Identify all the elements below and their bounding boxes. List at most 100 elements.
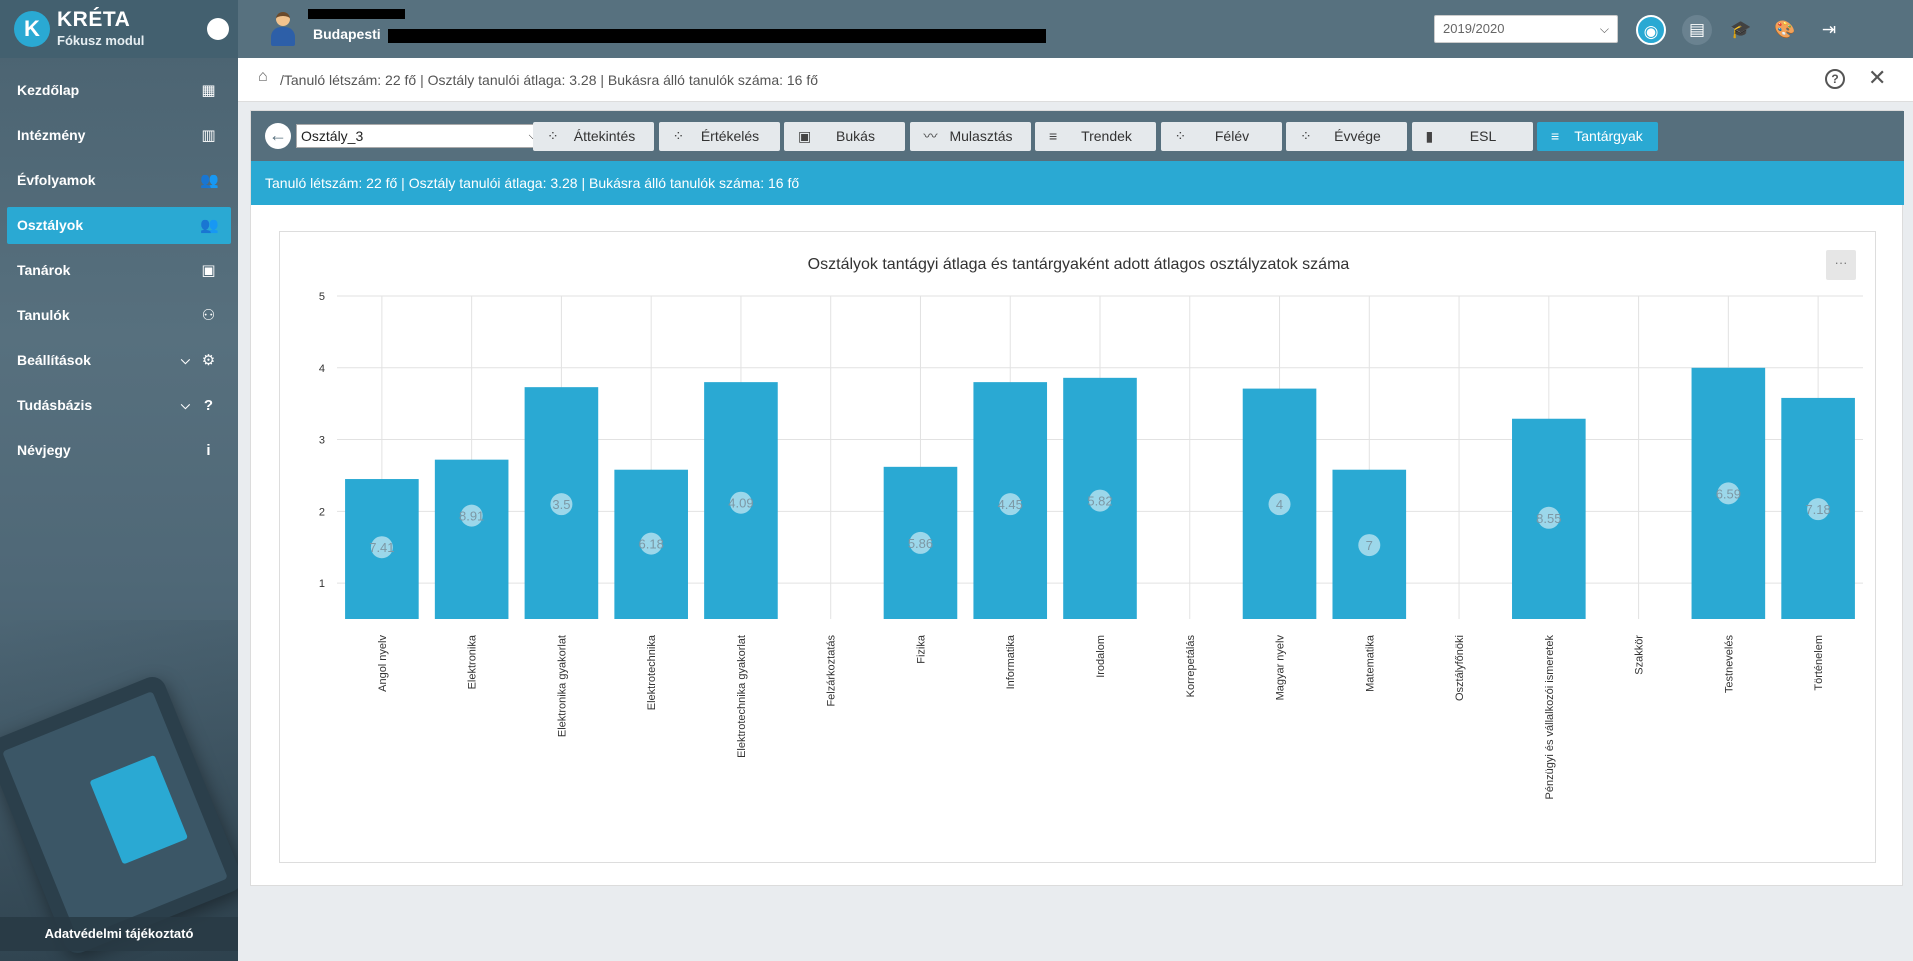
school-year-select[interactable]: 2019/2020 ⌵: [1434, 15, 1618, 43]
x-category-label: Elektronika: [467, 634, 479, 689]
sidebar-item-label: Tanárok: [17, 262, 71, 278]
sidebar-item-label: Osztályok: [17, 217, 84, 233]
tab-attekintes[interactable]: ⁘ Áttekintés: [533, 122, 654, 151]
y-tick-label: 5: [319, 291, 325, 303]
close-icon[interactable]: ✕: [1868, 65, 1887, 90]
sidebar-item-evfolyamok[interactable]: Évfolyamok 👥: [7, 162, 231, 199]
help-icon[interactable]: ?: [1825, 69, 1845, 89]
sidebar-item-label: Tanulók: [17, 307, 70, 323]
palette-icon[interactable]: 🎨: [1774, 20, 1796, 39]
sidebar-toggle-button[interactable]: [207, 18, 229, 40]
class-select[interactable]: Osztály_3 ⌵: [296, 124, 544, 148]
chart-title: Osztályok tantágyi átlaga és tantárgyaké…: [807, 256, 1350, 273]
tab-mulasztas[interactable]: 〰 Mulasztás: [909, 122, 1031, 151]
x-category-label: Informatika: [1005, 634, 1017, 689]
person-card-icon: ▣: [798, 128, 812, 144]
logout-icon[interactable]: ⇥: [1821, 20, 1837, 39]
bubbles-icon: ⁘: [1174, 128, 1187, 144]
bubble-point: [1807, 498, 1830, 521]
trend-icon: 〰: [923, 128, 938, 144]
tab-evvege[interactable]: ⁘ Évvége: [1286, 122, 1407, 151]
tab-trendek[interactable]: ≡ Trendek: [1035, 122, 1156, 151]
chart-menu-button[interactable]: ···: [1826, 250, 1856, 280]
gear-icon: ⚙: [201, 352, 216, 369]
sidebar-item-label: Beállítások: [17, 352, 91, 368]
x-category-label: Történelem: [1813, 635, 1825, 691]
list-icon: ≡: [1049, 128, 1058, 144]
bubble-label: 4.45: [998, 497, 1023, 512]
class-select-value: Osztály_3: [301, 128, 364, 144]
sidebar-item-intezmeny[interactable]: Intézmény ▥: [7, 117, 231, 154]
tab-ertekeles[interactable]: ⁘ Értékelés: [658, 122, 780, 151]
school-name: Budapesti: [313, 26, 381, 42]
privacy-notice-button[interactable]: Adatvédelmi tájékoztató: [0, 917, 238, 951]
user-avatar[interactable]: [268, 10, 298, 46]
tab-felev[interactable]: ⁘ Félév: [1160, 122, 1282, 151]
sidebar-item-beallitasok[interactable]: Beállítások ⌵ ⚙: [7, 342, 231, 379]
sidebar: K KRÉTA Fókusz modul Kezdőlap ▦ Intézmény ▥…: [0, 0, 238, 961]
bubbles-icon: ⁘: [547, 128, 559, 144]
y-tick-label: 4: [319, 363, 325, 375]
x-category-label: Fizika: [915, 634, 927, 664]
sidebar-item-kezdolap[interactable]: Kezdőlap ▦: [7, 72, 231, 109]
sidebar-item-label: Évfolyamok: [17, 172, 96, 188]
chevron-down-icon: ⌵: [1599, 22, 1609, 36]
x-category-label: Matematika: [1364, 634, 1376, 692]
home-icon[interactable]: ⌂: [258, 68, 268, 85]
sidebar-item-tanulok[interactable]: Tanulók ⚇: [7, 297, 231, 334]
chevron-down-icon: ⌵: [529, 125, 537, 147]
main-panel: ← Osztály_3 ⌵ → ⁘Áttekintés⁘Értékelés▣Bu…: [250, 110, 1904, 886]
sidebar-item-osztalyok[interactable]: Osztályok 👥: [7, 207, 231, 244]
x-category-label: Angol nyelv: [377, 635, 389, 692]
bubble-label: 4.09: [728, 496, 753, 511]
list-icon: ≡: [1551, 128, 1560, 144]
tab-bukas[interactable]: ▣ Bukás: [784, 122, 905, 151]
bubble-point: [1089, 489, 1111, 512]
x-category-label: Elektronika gyakorlat: [556, 635, 568, 737]
chart-panel: 1 2 3 4 5 7.41 8.91 3.5 6.18 4.09 5.86 4.45 5.82 4 7 8.…: [279, 231, 1876, 863]
bubbles-icon: ⁘: [1300, 128, 1312, 144]
tab-tantargyak[interactable]: ≡ Tantárgyak: [1537, 122, 1658, 151]
bubble-label: 3.5: [552, 497, 570, 512]
bubble-point: [729, 491, 752, 514]
bubble-label: 5.82: [1087, 494, 1112, 509]
x-category-label: Magyar nyelv: [1275, 635, 1287, 701]
bubble-point: [370, 536, 393, 559]
bubble-point: [1537, 506, 1560, 529]
x-category-label: Szakkör: [1634, 635, 1646, 675]
eye-off-icon[interactable]: ◉: [1636, 15, 1666, 45]
bubbles-icon: ⁘: [672, 128, 685, 144]
tab-label: Áttekintés: [573, 128, 636, 144]
previous-class-button[interactable]: ←: [265, 123, 291, 149]
building-icon: ▥: [201, 127, 216, 144]
x-category-label: Korrepetálás: [1185, 635, 1197, 698]
y-tick-label: 2: [319, 506, 325, 518]
contact-card-icon: ▣: [201, 262, 216, 279]
bubble-point: [999, 493, 1022, 516]
x-category-label: Elektrotechnika: [646, 634, 658, 710]
bubble-label: 7: [1366, 538, 1373, 553]
x-category-label: Elektrotechnika gyakorlat: [736, 635, 748, 758]
breadcrumb-text: /Tanuló létszám: 22 fő | Osztály tanulói…: [280, 72, 819, 88]
bubble-point: [909, 531, 932, 554]
bubble-point: [460, 504, 483, 527]
x-category-label: Felzárkoztatás: [826, 635, 838, 707]
info-icon: i: [206, 442, 211, 459]
dashboard-icon: ▦: [201, 82, 216, 99]
sidebar-item-nevjegy[interactable]: Névjegy i: [7, 432, 231, 469]
tab-label: Bukás: [836, 128, 875, 144]
app-title: KRÉTA: [57, 8, 131, 31]
id-card-icon[interactable]: ▤: [1682, 15, 1712, 45]
sidebar-item-tanarok[interactable]: Tanárok ▣: [7, 252, 231, 289]
tab-label: Trendek: [1081, 128, 1132, 144]
graduation-cap-icon[interactable]: 🎓: [1730, 20, 1752, 39]
x-category-label: Irodalom: [1095, 635, 1107, 678]
tab-esl[interactable]: ▮ ESL: [1411, 122, 1533, 151]
y-tick-label: 3: [319, 435, 325, 447]
tab-label: Értékelés: [700, 128, 760, 144]
bubble-point: [640, 532, 663, 555]
bubble-label: 6.18: [639, 537, 664, 552]
sidebar-item-tudasbazis[interactable]: Tudásbázis ⌵?: [7, 387, 231, 424]
bottom-color-strip: [250, 956, 1913, 961]
logo-area[interactable]: K KRÉTA Fókusz modul: [0, 0, 238, 58]
